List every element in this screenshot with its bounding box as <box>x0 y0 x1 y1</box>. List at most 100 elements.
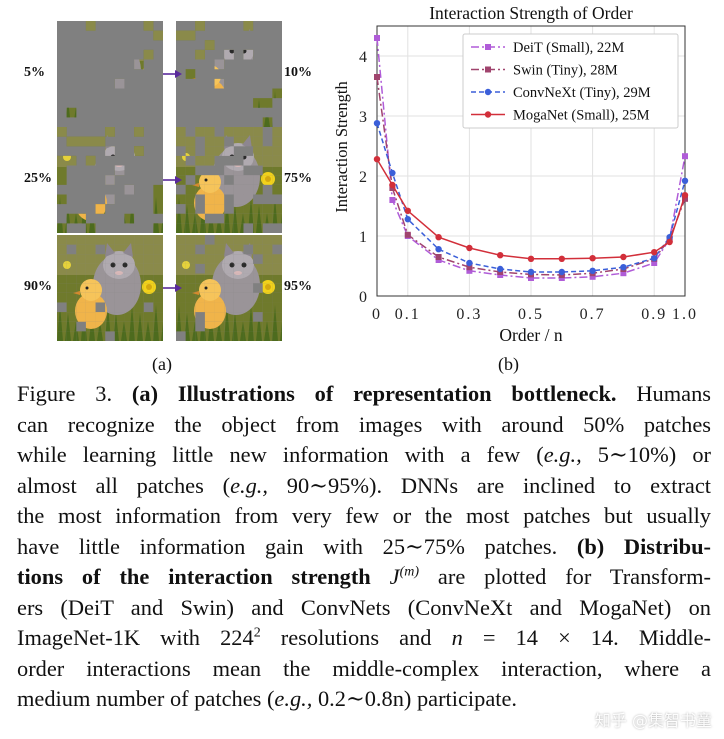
data-point <box>651 260 658 266</box>
caption-segment: e.g., <box>230 472 268 498</box>
caption-line: while learning little new information wi… <box>17 440 711 471</box>
figure-caption: Figure 3. (a) Illustrations of represent… <box>17 379 711 715</box>
y-tick-label: 0 <box>359 289 367 306</box>
x-tick-label: 0.1 <box>395 306 421 323</box>
x-tick-label: 0.7 <box>580 306 606 323</box>
patch-masked-image <box>57 235 163 341</box>
caption-line: almost all patches (e.g., 90∼95%). DNNs … <box>17 471 711 502</box>
data-point <box>666 238 673 246</box>
row-right-percentage: 10% <box>284 65 312 80</box>
caption-segment: 0.2∼0.8n) participate. <box>312 686 518 711</box>
data-point <box>620 253 627 261</box>
watermark: 知乎 @集智书童 <box>594 711 712 730</box>
data-point <box>681 192 689 199</box>
row-left-percentage: 5% <box>24 65 45 80</box>
caption-segment: the most information from very few or th… <box>17 503 711 528</box>
data-point <box>589 267 596 274</box>
data-point <box>435 246 442 253</box>
legend-entry: Swin (Tiny), 28M <box>513 63 618 79</box>
data-point <box>651 255 658 262</box>
data-point <box>466 267 473 274</box>
x-axis-label: Order / n <box>499 325 562 345</box>
caption-segment: 90∼95%). DNNs are inclined to extract <box>268 472 711 498</box>
caption-segment: Figure 3. <box>17 381 132 406</box>
data-point <box>466 264 473 271</box>
legend-marker <box>484 88 492 96</box>
caption-segment: e.g., <box>274 686 313 711</box>
x-tick-label: 0 <box>372 306 382 323</box>
caption-line: have little information gain with 25∼75%… <box>17 532 711 563</box>
panel-b-interaction-chart: 0 0.1 0.3 0.5 0.7 0.9 1.0 0 1 2 3 4 Interaction Stre… <box>330 0 724 378</box>
x-tick-label: 0.9 <box>641 306 667 323</box>
row-right-percentage: 95% <box>284 279 312 294</box>
data-point <box>527 268 535 276</box>
y-tick-label: 4 <box>359 49 367 66</box>
series-2 <box>373 120 689 276</box>
data-point <box>466 259 473 267</box>
caption-line: ImageNet-1K with 2242 resolutions and n … <box>17 623 711 654</box>
data-point <box>373 120 381 127</box>
legend-marker <box>484 111 492 118</box>
legend-box <box>462 33 679 129</box>
legend-entry: MogaNet (Small), 25M <box>513 108 650 124</box>
caption-line: medium number of patches (e.g., 0.2∼0.8n… <box>17 684 711 715</box>
caption-segment: (m) <box>399 564 420 580</box>
patch-masked-image <box>176 21 282 127</box>
legend-marker <box>485 66 491 73</box>
data-point <box>558 255 565 262</box>
data-point <box>404 231 411 238</box>
data-point <box>651 249 658 256</box>
data-point <box>682 153 688 160</box>
data-point <box>389 197 396 203</box>
legend: DeiT (Small), 22M Swin (Tiny), 28M ConvNeX… <box>462 33 679 129</box>
legend-entry: DeiT (Small), 22M <box>513 40 624 56</box>
arrow-right-icon <box>163 176 182 184</box>
data-point <box>374 74 380 80</box>
data-point <box>681 177 689 184</box>
data-point <box>558 268 565 276</box>
legend-entry: ConvNeXt (Tiny), 29M <box>513 85 651 101</box>
caption-segment: resolutions and <box>260 625 452 650</box>
data-point <box>404 207 411 214</box>
row-right-percentage: 75% <box>284 171 312 186</box>
caption-segment: almost all patches ( <box>17 472 231 498</box>
arrow-right-icon <box>163 284 182 292</box>
data-point <box>389 181 396 189</box>
caption-segment: (a) Illustrations of representation bott… <box>131 381 617 406</box>
legend-marker <box>485 44 491 50</box>
data-point <box>527 255 535 262</box>
panel-a-label: (a) <box>152 354 172 374</box>
x-tick-label: 0.3 <box>456 306 482 323</box>
row-left-percentage: 90% <box>24 279 52 294</box>
data-point <box>620 264 627 271</box>
patch-masked-image <box>176 235 282 341</box>
arrow-right-icon <box>163 70 182 78</box>
patch-masked-image <box>57 21 163 127</box>
series-3 <box>373 156 689 262</box>
caption-segment: tions of the interaction strength <box>17 564 371 589</box>
x-tick-label: 0.5 <box>518 306 544 323</box>
caption-segment: can recognize the object from images wit… <box>17 411 711 437</box>
caption-line: ers (DeiT and Swin) and ConvNets (ConvNe… <box>17 593 711 624</box>
data-point <box>466 244 473 252</box>
caption-line: can recognize the object from images wit… <box>17 410 711 441</box>
data-point <box>435 254 442 260</box>
data-point <box>528 275 534 281</box>
data-point <box>373 156 381 163</box>
caption-segment: while learning little new information wi… <box>17 442 544 467</box>
patch-masked-image <box>57 127 163 233</box>
caption-segment: 2 <box>253 625 261 641</box>
x-tick-label: 1.0 <box>672 306 698 323</box>
data-point <box>435 234 442 241</box>
caption-segment: ers (DeiT and Swin) and ConvNets (ConvNe… <box>17 594 711 620</box>
caption-segment: n <box>451 625 463 650</box>
data-point <box>389 169 396 177</box>
panel-b-label: (b) <box>498 354 519 374</box>
interaction-strength-chart: 0 0.1 0.3 0.5 0.7 0.9 1.0 0 1 2 3 4 Interaction Stre… <box>332 3 698 345</box>
caption-line: Figure 3. (a) Illustrations of represent… <box>17 379 711 410</box>
data-point <box>404 216 411 223</box>
caption-line: order interactions mean the middle-compl… <box>17 654 711 685</box>
caption-segment: medium number of patches ( <box>17 686 275 711</box>
caption-segment: = 14 × 14. Middle- <box>462 625 711 650</box>
data-point <box>497 252 504 259</box>
